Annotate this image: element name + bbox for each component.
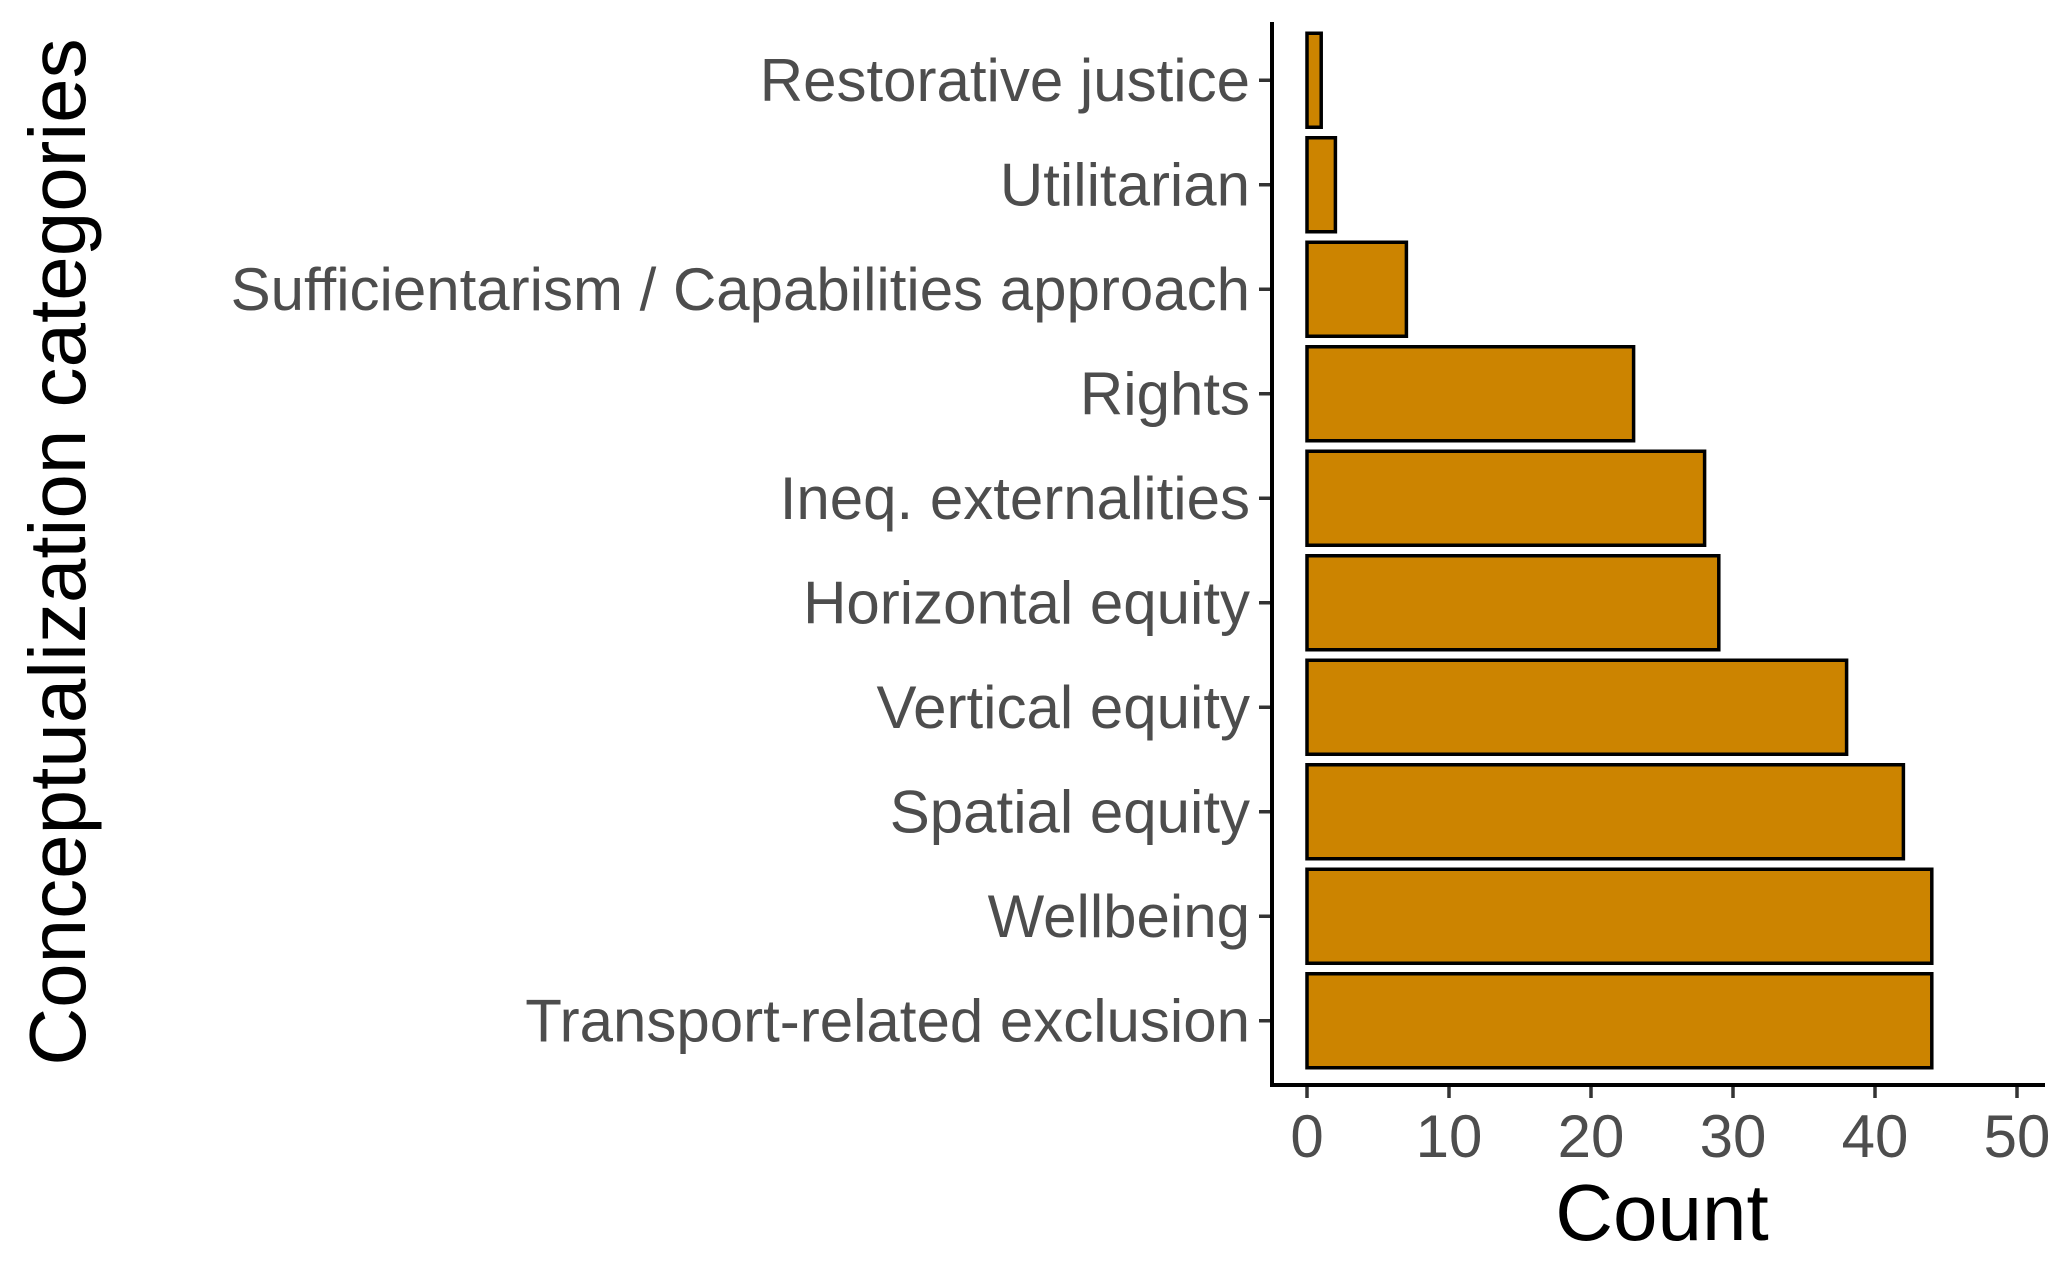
x-ticks	[1305, 1085, 2019, 1098]
y-axis-title: Conceptualization categories	[13, 38, 102, 1065]
y-tick-label: Spatial equity	[890, 778, 1250, 845]
y-ticks	[1259, 78, 1272, 1023]
y-tick-label: Ineq. externalities	[780, 465, 1250, 532]
bar	[1305, 763, 1906, 861]
bar	[1305, 554, 1721, 652]
x-tick-label: 20	[1558, 1103, 1625, 1170]
y-tick-label: Utilitarian	[1000, 151, 1250, 218]
bar	[1305, 240, 1409, 338]
bar	[1305, 345, 1636, 443]
y-tick-label: Transport-related exclusion	[525, 987, 1250, 1054]
x-tick-label: 50	[1984, 1103, 2051, 1170]
x-tick-label: 40	[1842, 1103, 1909, 1170]
bar	[1305, 136, 1338, 234]
bars	[1305, 31, 1934, 1070]
bar	[1305, 658, 1849, 756]
x-axis-title: Count	[1555, 1168, 1768, 1257]
x-tick-label: 30	[1700, 1103, 1767, 1170]
x-tick-labels: 0 10 20 30 40 50	[1290, 1103, 2050, 1170]
bar	[1305, 972, 1934, 1070]
x-tick-label: 10	[1416, 1103, 1483, 1170]
bar	[1305, 449, 1707, 547]
x-tick-label: 0	[1290, 1103, 1323, 1170]
bar	[1305, 867, 1934, 965]
y-tick-label: Horizontal equity	[803, 569, 1250, 636]
bar	[1305, 31, 1323, 129]
y-tick-label: Restorative justice	[760, 47, 1250, 114]
y-tick-labels: Restorative justice Utilitarian Sufficient…	[231, 47, 1250, 1055]
y-tick-label: Wellbeing	[988, 883, 1250, 950]
y-tick-label: Vertical equity	[876, 674, 1250, 741]
y-tick-label: Rights	[1080, 360, 1250, 427]
y-tick-label: Sufficientarism / Capabilities approach	[231, 256, 1250, 323]
